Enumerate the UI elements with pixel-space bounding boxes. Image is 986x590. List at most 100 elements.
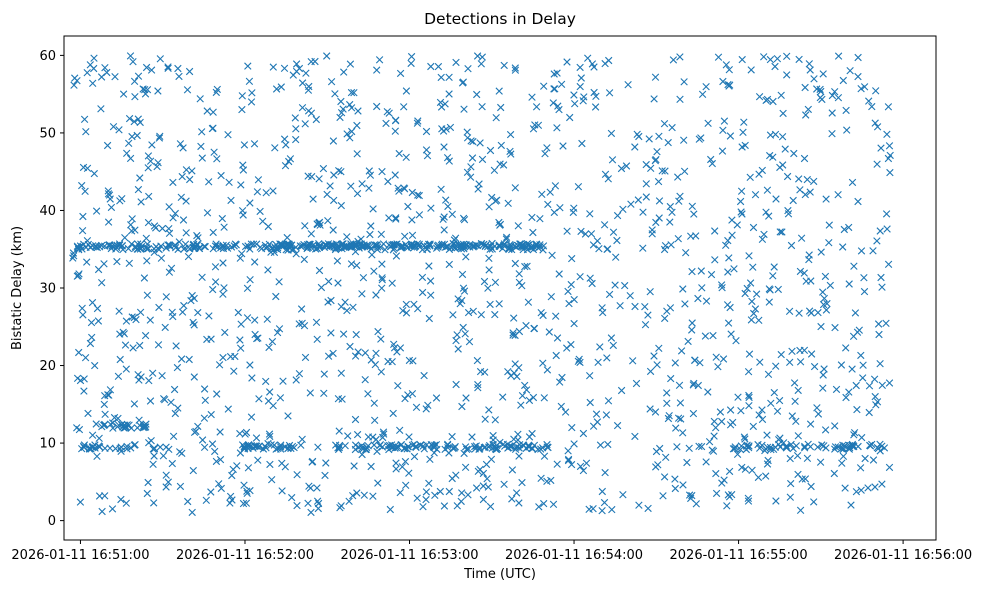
detection-point — [873, 160, 881, 168]
detection-point — [396, 488, 404, 497]
detection-point — [134, 115, 142, 123]
detection-point — [452, 336, 460, 345]
detection-point — [661, 314, 669, 323]
detection-point — [417, 441, 425, 449]
detection-point — [590, 88, 598, 97]
detection-point — [810, 75, 818, 83]
detection-point — [189, 318, 197, 327]
detection-point — [346, 342, 354, 351]
detection-point — [442, 243, 451, 251]
detection-point — [149, 445, 157, 453]
detection-point — [141, 86, 149, 94]
detection-point — [175, 72, 183, 81]
detection-point — [131, 244, 140, 252]
detection-point — [297, 305, 306, 313]
detection-point — [403, 445, 411, 453]
detection-point — [291, 114, 299, 122]
detection-point — [273, 328, 282, 337]
detection-point — [256, 243, 264, 251]
detection-point — [236, 429, 244, 438]
detection-point — [515, 278, 524, 287]
detection-point — [209, 108, 217, 116]
detection-point — [586, 398, 594, 407]
detection-point — [661, 167, 669, 175]
detection-point — [683, 458, 691, 467]
detection-point — [92, 242, 100, 250]
detection-point — [758, 415, 767, 424]
detection-point — [73, 77, 81, 85]
detection-point — [532, 103, 541, 111]
x-axis-label: Time (UTC) — [463, 567, 536, 582]
detection-point — [795, 55, 803, 64]
detection-point — [347, 182, 355, 190]
detection-point — [601, 170, 610, 178]
detection-point — [426, 242, 434, 250]
detection-point — [100, 242, 109, 250]
detection-point — [810, 498, 818, 506]
detection-point — [641, 303, 649, 311]
detection-point — [165, 268, 174, 276]
detection-point — [262, 444, 270, 452]
detection-point — [290, 443, 298, 452]
detection-point — [796, 267, 805, 276]
detection-point — [437, 185, 445, 193]
detection-point — [255, 395, 263, 403]
detection-point — [462, 394, 470, 402]
detection-point — [165, 242, 174, 250]
detection-point — [376, 243, 385, 251]
detection-point — [755, 411, 763, 419]
detection-point — [748, 466, 756, 474]
detection-point — [143, 489, 151, 498]
detection-point — [200, 242, 208, 251]
detection-point — [125, 139, 133, 147]
detection-point — [340, 243, 348, 251]
detection-point — [347, 260, 356, 268]
detection-point — [209, 124, 217, 132]
detection-point — [392, 465, 400, 473]
detection-point — [89, 79, 97, 87]
detection-point — [91, 361, 99, 370]
detection-point — [364, 390, 372, 398]
detection-point — [545, 328, 553, 336]
detection-point — [839, 441, 847, 449]
detection-point — [652, 155, 660, 164]
detection-point — [469, 307, 477, 315]
detection-point — [280, 64, 289, 72]
detection-point — [223, 244, 232, 252]
detection-point — [828, 91, 837, 100]
detection-point — [307, 58, 315, 66]
detection-point — [309, 241, 317, 249]
detection-point — [511, 184, 519, 192]
detection-point — [165, 203, 173, 211]
detection-point — [523, 262, 531, 270]
detection-point — [695, 442, 703, 450]
detection-point — [444, 440, 452, 448]
detection-point — [454, 345, 462, 353]
detection-point — [725, 66, 733, 74]
detection-point — [724, 268, 732, 276]
detection-point — [515, 452, 523, 460]
detection-point — [154, 341, 163, 349]
detection-point — [724, 236, 732, 245]
detection-point — [549, 500, 558, 508]
detection-point — [750, 309, 758, 318]
detection-point — [605, 290, 614, 299]
detection-point — [263, 243, 272, 251]
detection-point — [400, 444, 408, 453]
detection-point — [749, 263, 757, 271]
detection-point — [724, 491, 732, 499]
detection-point — [846, 67, 854, 75]
detection-point — [384, 357, 392, 366]
detection-point — [131, 93, 139, 101]
detection-point — [484, 284, 492, 292]
detection-point — [496, 242, 504, 251]
detection-point — [567, 280, 575, 289]
detection-point — [198, 128, 206, 136]
detection-point — [605, 89, 614, 97]
detection-point — [347, 242, 355, 250]
detection-point — [244, 464, 253, 472]
detection-point — [469, 137, 477, 146]
detection-point — [883, 130, 891, 138]
detection-point — [857, 247, 866, 255]
detection-point — [238, 250, 246, 258]
